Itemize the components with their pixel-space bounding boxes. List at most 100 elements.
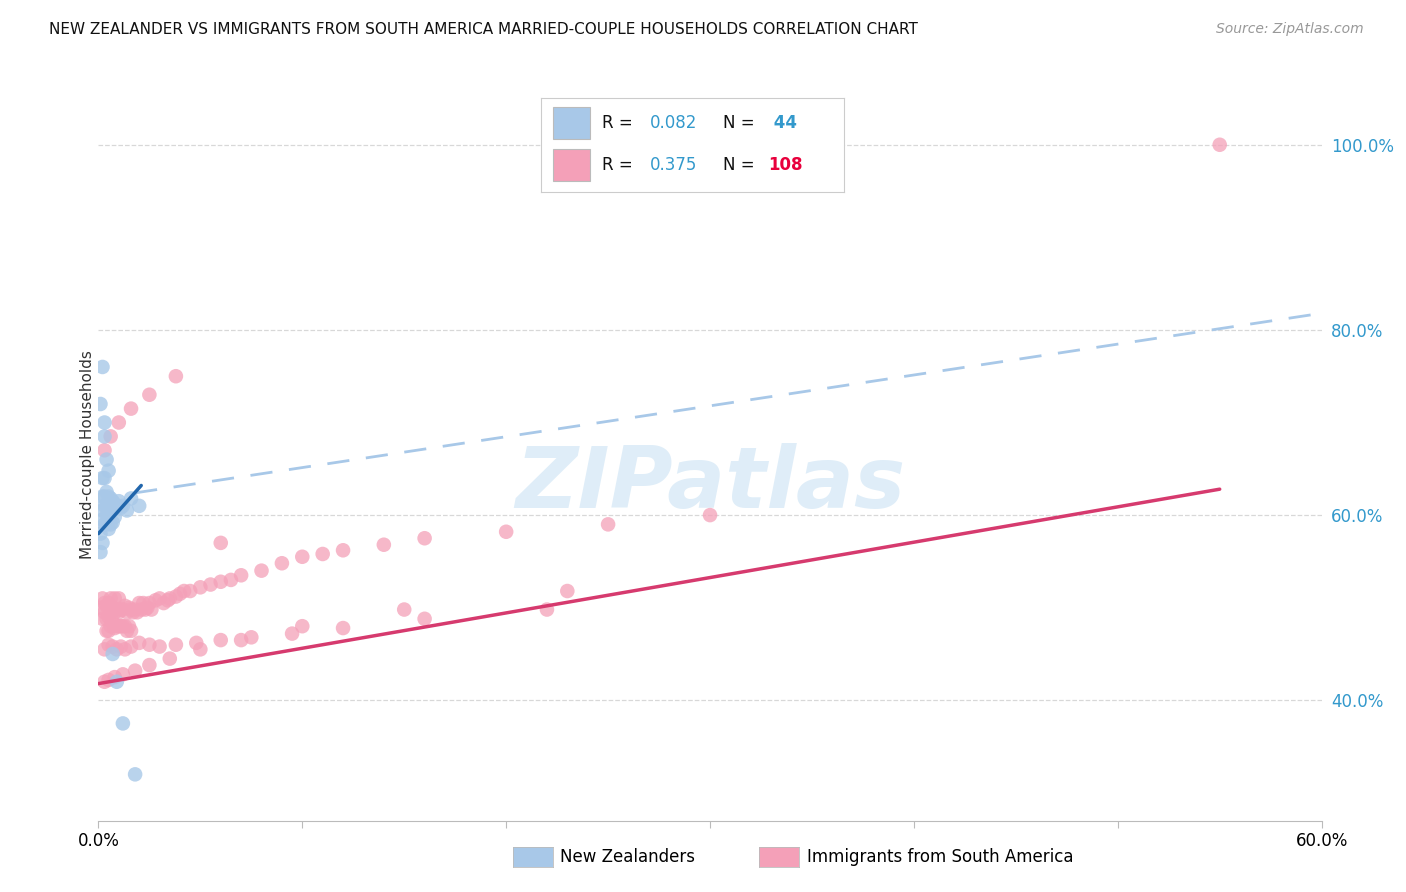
Point: [89, 397, 111, 411]
FancyBboxPatch shape: [554, 149, 589, 180]
Point: [91, 612, 114, 626]
Point: [97, 638, 120, 652]
Point: [312, 547, 335, 561]
Point: [138, 596, 160, 610]
Point: [132, 596, 155, 610]
Point: [138, 388, 160, 402]
Point: [114, 619, 136, 633]
Point: [122, 605, 145, 619]
Point: [97, 673, 120, 687]
Point: [100, 591, 122, 606]
Point: [97, 624, 120, 638]
Point: [97, 500, 120, 515]
Point: [110, 602, 132, 616]
Point: [100, 619, 122, 633]
Point: [93, 443, 115, 458]
Point: [179, 584, 201, 599]
Point: [291, 549, 314, 564]
Point: [120, 624, 142, 638]
Point: [100, 602, 122, 616]
Point: [97, 490, 120, 504]
Point: [115, 605, 138, 619]
Point: [129, 602, 152, 616]
Point: [114, 642, 136, 657]
Point: [108, 619, 131, 633]
Point: [250, 564, 273, 578]
Point: [91, 536, 114, 550]
Point: [110, 500, 132, 515]
Point: [96, 599, 118, 613]
Point: [111, 602, 134, 616]
Point: [124, 664, 146, 678]
Point: [141, 602, 163, 616]
Point: [97, 610, 120, 624]
Point: [115, 624, 138, 638]
Point: [186, 636, 208, 650]
Point: [93, 471, 115, 485]
Point: [169, 587, 191, 601]
Point: [557, 584, 579, 599]
Point: [124, 767, 146, 781]
Text: N =: N =: [723, 114, 759, 132]
Point: [219, 573, 242, 587]
Point: [134, 602, 156, 616]
Point: [128, 596, 150, 610]
Point: [96, 612, 118, 626]
Point: [165, 590, 187, 604]
Point: [104, 510, 127, 524]
Point: [97, 464, 120, 478]
Point: [115, 503, 138, 517]
Point: [149, 640, 172, 654]
Point: [104, 591, 127, 606]
Point: [332, 621, 354, 635]
Point: [93, 490, 115, 504]
Point: [209, 633, 232, 648]
Text: R =: R =: [602, 114, 638, 132]
Point: [105, 500, 128, 515]
Point: [89, 600, 111, 615]
Y-axis label: Married-couple Households: Married-couple Households: [80, 351, 94, 559]
Text: N =: N =: [723, 155, 759, 174]
Point: [270, 556, 294, 570]
Point: [231, 568, 253, 582]
Point: [108, 605, 131, 619]
Point: [104, 621, 127, 635]
Point: [536, 602, 558, 616]
Point: [104, 670, 127, 684]
Point: [91, 471, 114, 485]
Point: [188, 580, 212, 594]
Text: 108: 108: [768, 155, 803, 174]
Point: [93, 674, 115, 689]
Point: [96, 508, 118, 522]
Point: [136, 600, 159, 615]
Point: [108, 591, 131, 606]
Point: [104, 605, 127, 619]
Point: [100, 429, 122, 443]
Text: Source: ZipAtlas.com: Source: ZipAtlas.com: [1216, 22, 1364, 37]
Point: [156, 593, 179, 607]
Point: [93, 642, 115, 657]
Point: [91, 591, 114, 606]
Point: [93, 596, 115, 610]
Point: [96, 499, 118, 513]
Point: [209, 574, 232, 589]
Point: [281, 626, 304, 640]
Point: [495, 524, 517, 539]
Point: [159, 651, 181, 665]
Point: [110, 619, 132, 633]
Point: [173, 584, 195, 599]
FancyBboxPatch shape: [554, 108, 589, 139]
Point: [1209, 137, 1232, 152]
Point: [101, 600, 124, 615]
Point: [100, 503, 122, 517]
Point: [93, 499, 115, 513]
Point: [93, 605, 115, 619]
Point: [101, 615, 124, 629]
Point: [110, 640, 132, 654]
Point: [240, 630, 263, 644]
Point: [105, 674, 128, 689]
Point: [138, 658, 160, 673]
Text: Immigrants from South America: Immigrants from South America: [807, 848, 1074, 866]
Point: [111, 619, 134, 633]
Point: [101, 503, 124, 517]
